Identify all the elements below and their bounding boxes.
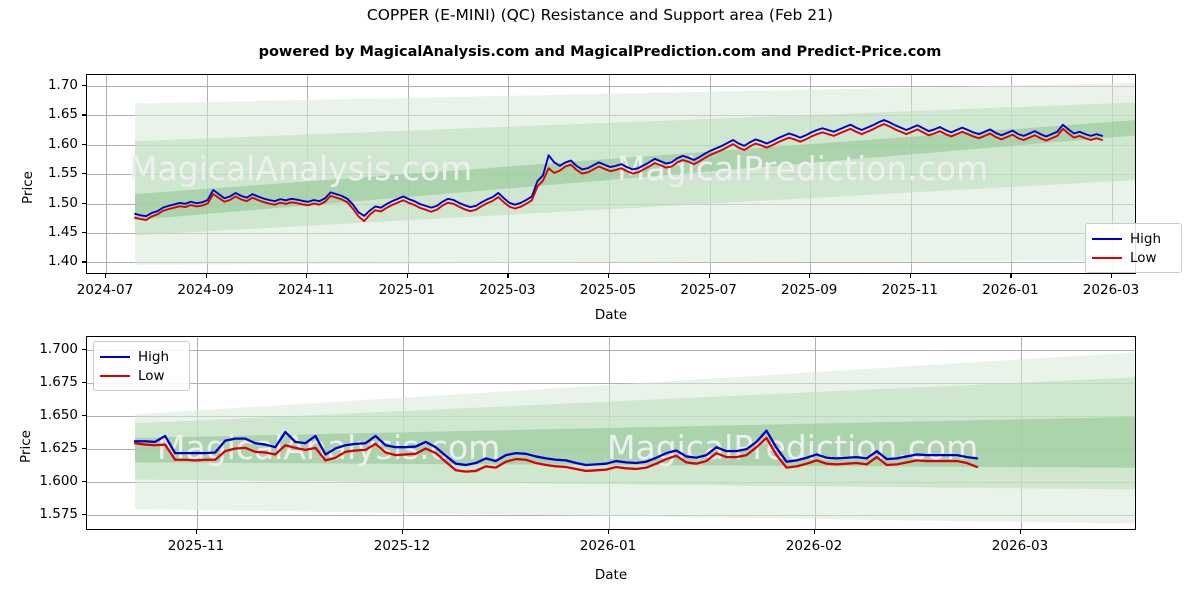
legend-swatch-high-icon — [1092, 237, 1122, 240]
series-line-high — [133, 429, 979, 467]
watermark-text: MagicalPrediction.com — [617, 149, 988, 188]
y-axis-tick-mark — [82, 447, 86, 449]
page-subtitle: powered by MagicalAnalysis.com and Magic… — [258, 44, 942, 60]
band-inner — [135, 120, 1135, 220]
x-axis-tick-mark — [1020, 530, 1022, 534]
band-inner — [135, 416, 1135, 468]
legend-swatch-low-icon — [1092, 256, 1122, 259]
y-axis-tick-mark — [82, 202, 86, 204]
y-axis-tick-label: 1.65 — [47, 106, 78, 123]
lower-chart-xlabel: Date — [594, 567, 628, 583]
y-axis-tick-label: 1.575 — [39, 505, 78, 522]
x-axis-tick-label: 2026-01 — [982, 282, 1039, 298]
y-axis-tick-mark — [82, 381, 86, 383]
x-axis-tick-mark — [507, 274, 509, 278]
legend-item-high: High — [1092, 229, 1173, 248]
legend-item-low: Low — [100, 366, 181, 385]
legend-item-high: High — [100, 347, 181, 366]
y-axis-tick-label: 1.55 — [47, 165, 78, 182]
x-axis-tick-label: 2026-03 — [1082, 282, 1140, 298]
x-axis-tick-mark — [1010, 274, 1012, 278]
x-axis-tick-mark — [205, 274, 207, 278]
x-axis-tick-mark — [196, 530, 198, 534]
gridline-horizontal — [87, 85, 1135, 87]
y-axis-tick-mark — [82, 348, 86, 350]
y-axis-tick-mark — [82, 414, 86, 416]
y-axis-tick-mark — [82, 480, 86, 482]
watermark-text: MagicalAnalysis.com — [129, 266, 472, 274]
watermark-text: MagicalAnalysis.com — [129, 149, 472, 188]
upper-chart-ylabel: Price — [20, 171, 36, 204]
y-axis-tick-mark — [82, 114, 86, 116]
x-axis-tick-mark — [608, 274, 610, 278]
x-axis-tick-label: 2025-11 — [167, 538, 225, 554]
x-axis-tick-label: 2026-02 — [785, 538, 843, 554]
y-axis-tick-mark — [82, 261, 86, 263]
y-axis-tick-label: 1.70 — [47, 76, 78, 93]
x-axis-tick-label: 2025-09 — [780, 282, 838, 298]
upper-chart-plot-area: MagicalAnalysis.com MagicalPrediction.com… — [86, 74, 1136, 274]
watermark-text: MagicalAnalysis.com — [157, 428, 500, 467]
y-axis-tick-mark — [82, 84, 86, 87]
upper-chart-legend[interactable]: High Low — [1085, 223, 1182, 273]
x-axis-tick-mark — [608, 530, 610, 534]
x-axis-tick-label: 2025-07 — [680, 282, 737, 298]
x-axis-tick-mark — [909, 274, 912, 278]
x-axis-tick-label: 2025-05 — [579, 282, 637, 298]
x-axis-tick-label: 2026-03 — [991, 538, 1049, 554]
y-axis-tick-label: 1.700 — [39, 340, 78, 357]
gridline-horizontal — [87, 382, 1135, 384]
gridline-horizontal — [87, 349, 1135, 351]
y-axis-tick-label: 1.45 — [47, 223, 78, 240]
legend-label-high: High — [1130, 230, 1162, 247]
x-axis-tick-label: 2024-07 — [76, 282, 134, 298]
legend-label-low: Low — [1130, 249, 1157, 266]
y-axis-tick-mark — [82, 143, 86, 145]
x-axis-tick-mark — [105, 274, 107, 278]
upper-chart-canvas: MagicalAnalysis.com MagicalPrediction.com… — [129, 82, 1135, 274]
upper-chart-xlabel: Date — [594, 307, 628, 323]
x-axis-tick-label: 2025-11 — [881, 282, 938, 298]
y-axis-tick-label: 1.650 — [39, 406, 78, 423]
x-axis-tick-mark — [708, 274, 710, 278]
x-axis-tick-label: 2025-01 — [378, 282, 435, 298]
y-axis-tick-label: 1.600 — [39, 472, 78, 489]
lower-chart-plot-area: MagicalAnalysis.com MagicalPrediction.com — [86, 336, 1136, 530]
legend-label-high: High — [138, 348, 170, 365]
y-axis-tick-label: 1.60 — [47, 135, 78, 152]
y-axis-tick-mark — [82, 231, 86, 234]
lower-chart-legend[interactable]: High Low — [93, 341, 190, 391]
x-axis-tick-mark — [306, 274, 308, 278]
y-axis-tick-label: 1.50 — [47, 194, 78, 211]
series-line-low — [134, 123, 1103, 223]
y-axis-tick-label: 1.675 — [39, 373, 78, 390]
watermark-text: MagicalPrediction.com — [617, 266, 988, 274]
lower-chart-ylabel: Price — [18, 430, 34, 463]
x-axis-tick-label: 2024-09 — [177, 282, 234, 298]
series-line-high — [134, 119, 1103, 218]
lower-chart-canvas: MagicalAnalysis.com MagicalPrediction.com — [133, 352, 1135, 524]
x-axis-tick-mark — [1111, 274, 1113, 278]
x-axis-tick-label: 2026-01 — [579, 538, 637, 554]
legend-swatch-high-icon — [100, 355, 130, 358]
y-axis-tick-label: 1.40 — [47, 253, 78, 270]
series-line-low — [133, 436, 979, 473]
y-axis-tick-mark — [82, 513, 86, 515]
y-axis-tick-mark — [82, 173, 86, 175]
x-axis-tick-label: 2024-11 — [277, 282, 335, 298]
gridline-horizontal — [87, 262, 1135, 264]
y-axis-tick-label: 1.625 — [39, 439, 78, 456]
x-axis-tick-mark — [402, 530, 404, 534]
page-title: COPPER (E-MINI) (QC) Resistance and Supp… — [366, 6, 834, 24]
gridline-vertical — [106, 75, 107, 273]
x-axis-tick-label: 2025-12 — [373, 538, 431, 554]
x-axis-tick-mark — [814, 530, 816, 534]
legend-label-low: Low — [138, 367, 165, 384]
legend-swatch-low-icon — [100, 374, 130, 377]
x-axis-tick-mark — [809, 274, 811, 278]
x-axis-tick-label: 2025-03 — [479, 282, 536, 298]
x-axis-tick-mark — [406, 274, 409, 278]
legend-item-low: Low — [1092, 248, 1173, 267]
